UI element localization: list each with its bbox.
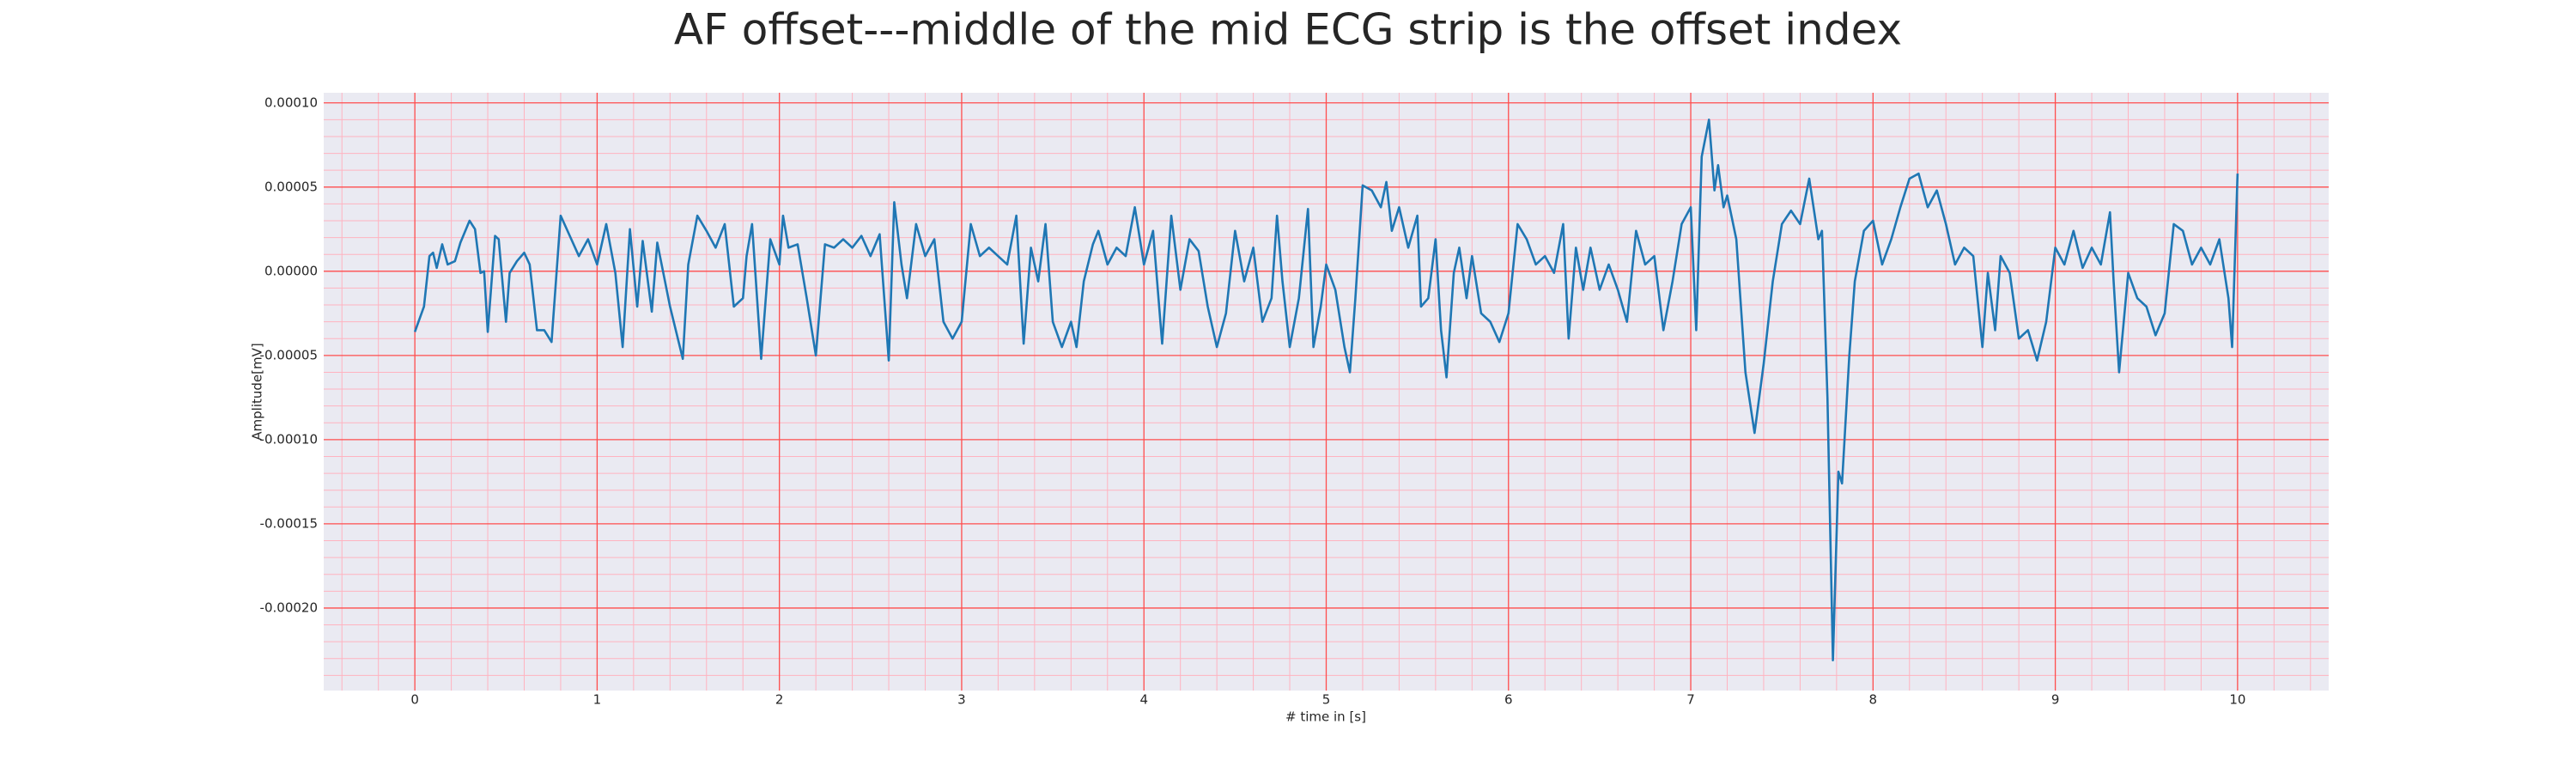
x-tick-label: 10 bbox=[2229, 692, 2245, 708]
x-axis-label: # time in [s] bbox=[1285, 709, 1366, 725]
x-tick-label: 4 bbox=[1139, 692, 1148, 708]
grid bbox=[324, 93, 2329, 691]
x-tick-label: 5 bbox=[1322, 692, 1331, 708]
x-tick-label: 2 bbox=[775, 692, 784, 708]
y-tick-label: -0.00020 bbox=[260, 600, 318, 615]
x-tick-label: 8 bbox=[1869, 692, 1878, 708]
x-tick-label: 3 bbox=[957, 692, 966, 708]
x-tick-label: 7 bbox=[1686, 692, 1695, 708]
series bbox=[413, 119, 2239, 662]
y-tick-label: -0.00005 bbox=[260, 347, 318, 362]
y-axis-label: Amplitude[mV] bbox=[250, 343, 265, 440]
chart-title: AF offset---middle of the mid ECG strip … bbox=[674, 5, 1902, 55]
y-tick-label: 0.00000 bbox=[264, 263, 318, 278]
x-tick-label: 0 bbox=[410, 692, 419, 708]
y-tick-label: -0.00015 bbox=[260, 515, 318, 531]
y-tick-label: -0.00010 bbox=[260, 431, 318, 447]
y-tick-label: 0.00010 bbox=[264, 94, 318, 110]
x-tick-label: 9 bbox=[2051, 692, 2060, 708]
x-tick-label: 6 bbox=[1504, 692, 1513, 708]
x-tick-label: 1 bbox=[593, 692, 602, 708]
y-tick-label: 0.00005 bbox=[264, 179, 318, 194]
line bbox=[413, 119, 2239, 662]
